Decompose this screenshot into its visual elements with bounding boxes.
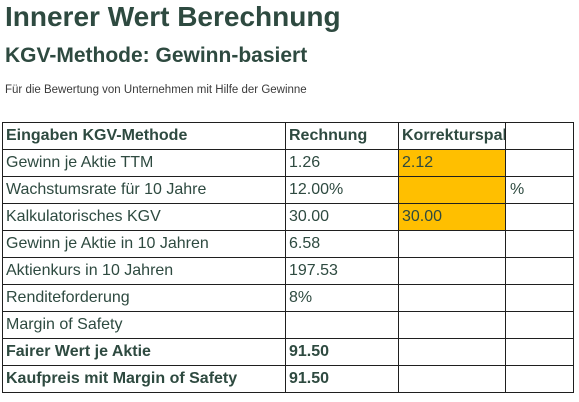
row-label: Margin of Safety — [2, 311, 286, 339]
unit-cell — [505, 230, 574, 258]
row-label: Gewinn je Aktie TTM — [2, 149, 286, 177]
row-label: Wachstumsrate für 10 Jahre — [2, 176, 286, 204]
unit-cell — [505, 365, 574, 393]
row-label: Gewinn je Aktie in 10 Jahren — [2, 230, 286, 258]
table-header-row: Eingaben KGV-Methode Rechnung Korrekturs… — [2, 122, 574, 150]
unit-cell — [505, 203, 574, 231]
correction-cell — [398, 365, 506, 393]
page-description: Für die Bewertung von Unternehmen mit Hi… — [5, 84, 307, 96]
correction-input-cell[interactable] — [398, 176, 506, 204]
unit-cell — [505, 257, 574, 285]
correction-cell — [398, 230, 506, 258]
row-label: Fairer Wert je Aktie — [2, 338, 286, 366]
kgv-calculation-table: Eingaben KGV-Methode Rechnung Korrekturs… — [2, 122, 574, 393]
column-header-inputs: Eingaben KGV-Methode — [2, 122, 286, 150]
correction-cell — [398, 284, 506, 312]
calculated-value: 1.26 — [285, 149, 399, 177]
correction-cell — [398, 257, 506, 285]
unit-cell — [505, 311, 574, 339]
row-label: Kaufpreis mit Margin of Safety — [2, 365, 286, 393]
table-row: Kalkulatorisches KGV 30.00 30.00 — [2, 203, 574, 231]
table-row: Aktienkurs in 10 Jahren 197.53 — [2, 257, 574, 285]
row-label: Aktienkurs in 10 Jahren — [2, 257, 286, 285]
row-label: Kalkulatorisches KGV — [2, 203, 286, 231]
correction-input-cell[interactable]: 2.12 — [398, 149, 506, 177]
unit-cell — [505, 338, 574, 366]
buy-price: 91.50 — [285, 365, 399, 393]
column-header-unit — [505, 122, 574, 150]
calculated-value: 8% — [285, 284, 399, 312]
calculated-value: 30.00 — [285, 203, 399, 231]
correction-cell — [398, 311, 506, 339]
column-header-calculation: Rechnung — [285, 122, 399, 150]
calculated-value — [285, 311, 399, 339]
correction-input-cell[interactable]: 30.00 — [398, 203, 506, 231]
table-row: Margin of Safety — [2, 311, 574, 339]
unit-cell: % — [505, 176, 574, 204]
table-row: Fairer Wert je Aktie 91.50 — [2, 338, 574, 366]
calculated-value: 197.53 — [285, 257, 399, 285]
page-subtitle: KGV-Methode: Gewinn-basiert — [5, 44, 308, 67]
table-row: Kaufpreis mit Margin of Safety 91.50 — [2, 365, 574, 393]
unit-cell — [505, 149, 574, 177]
row-label: Renditeforderung — [2, 284, 286, 312]
page-title: Innerer Wert Berechnung — [5, 1, 341, 32]
fair-value: 91.50 — [285, 338, 399, 366]
table-row: Renditeforderung 8% — [2, 284, 574, 312]
column-header-correction: Korrekturspalte — [398, 122, 506, 150]
table-row: Wachstumsrate für 10 Jahre 12.00% % — [2, 176, 574, 204]
calculated-value: 12.00% — [285, 176, 399, 204]
calculated-value: 6.58 — [285, 230, 399, 258]
correction-cell — [398, 338, 506, 366]
table-row: Gewinn je Aktie TTM 1.26 2.12 — [2, 149, 574, 177]
table-row: Gewinn je Aktie in 10 Jahren 6.58 — [2, 230, 574, 258]
unit-cell — [505, 284, 574, 312]
